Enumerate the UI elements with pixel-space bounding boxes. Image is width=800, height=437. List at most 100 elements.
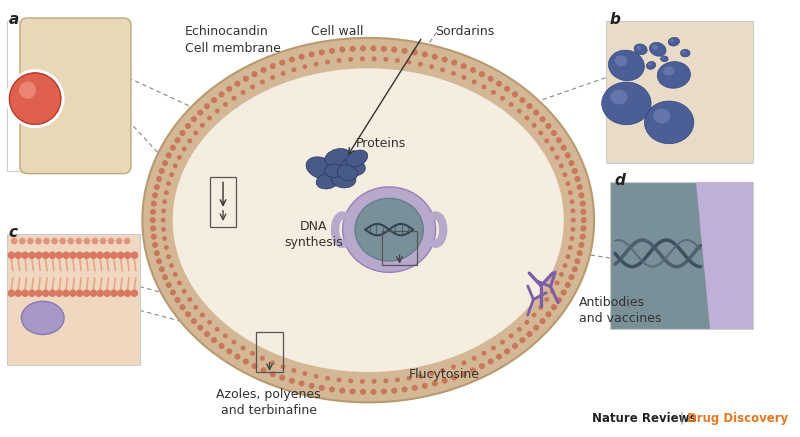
Circle shape xyxy=(179,130,186,136)
Circle shape xyxy=(566,254,570,259)
Circle shape xyxy=(360,379,365,384)
Circle shape xyxy=(491,90,496,95)
Circle shape xyxy=(451,59,458,66)
Circle shape xyxy=(519,337,526,343)
Circle shape xyxy=(461,371,466,377)
Circle shape xyxy=(185,311,191,317)
Circle shape xyxy=(214,327,220,332)
Circle shape xyxy=(279,59,286,66)
Circle shape xyxy=(194,130,198,135)
Circle shape xyxy=(214,108,220,114)
Circle shape xyxy=(162,236,167,241)
Circle shape xyxy=(383,57,388,62)
Circle shape xyxy=(532,312,537,317)
Circle shape xyxy=(108,238,114,244)
Circle shape xyxy=(150,201,157,207)
Circle shape xyxy=(162,199,167,204)
Circle shape xyxy=(462,75,466,80)
Ellipse shape xyxy=(681,49,690,57)
Circle shape xyxy=(19,82,36,99)
Circle shape xyxy=(500,96,505,101)
Circle shape xyxy=(360,56,365,61)
Circle shape xyxy=(43,238,50,244)
Circle shape xyxy=(570,227,575,232)
Bar xyxy=(606,21,753,163)
Circle shape xyxy=(298,54,305,60)
Circle shape xyxy=(462,361,466,365)
Circle shape xyxy=(551,130,557,136)
Text: Antibodies
and vaccines: Antibodies and vaccines xyxy=(579,296,662,325)
Text: b: b xyxy=(610,11,620,27)
Circle shape xyxy=(569,160,574,166)
Circle shape xyxy=(309,51,314,57)
Ellipse shape xyxy=(663,66,674,76)
Circle shape xyxy=(289,378,295,384)
Circle shape xyxy=(554,155,559,160)
Circle shape xyxy=(164,190,169,195)
Circle shape xyxy=(395,378,400,382)
Circle shape xyxy=(550,289,554,294)
Circle shape xyxy=(412,385,418,391)
Text: a: a xyxy=(9,11,18,27)
Circle shape xyxy=(546,311,551,317)
Circle shape xyxy=(395,58,400,63)
Circle shape xyxy=(472,80,477,84)
Text: Proteins: Proteins xyxy=(356,137,406,149)
Circle shape xyxy=(260,80,265,84)
Ellipse shape xyxy=(645,101,694,144)
Circle shape xyxy=(218,91,225,97)
Circle shape xyxy=(211,97,217,103)
Circle shape xyxy=(302,64,307,69)
Circle shape xyxy=(517,108,522,114)
Circle shape xyxy=(391,388,398,394)
Circle shape xyxy=(49,289,56,297)
Text: |: | xyxy=(679,412,683,425)
Circle shape xyxy=(538,130,543,135)
FancyBboxPatch shape xyxy=(20,18,131,173)
Ellipse shape xyxy=(173,68,564,372)
Text: Azoles, polyenes
and terbinafine: Azoles, polyenes and terbinafine xyxy=(216,388,321,417)
Circle shape xyxy=(496,354,502,360)
Circle shape xyxy=(517,327,522,332)
Circle shape xyxy=(329,386,335,392)
Circle shape xyxy=(191,318,197,324)
Circle shape xyxy=(211,337,217,343)
Ellipse shape xyxy=(306,157,335,179)
Circle shape xyxy=(526,103,533,109)
Circle shape xyxy=(194,305,198,310)
Circle shape xyxy=(429,64,434,69)
Circle shape xyxy=(243,358,249,364)
Circle shape xyxy=(177,281,182,285)
Circle shape xyxy=(525,115,530,121)
Circle shape xyxy=(565,282,571,288)
Text: d: d xyxy=(614,173,625,188)
Circle shape xyxy=(318,385,325,391)
Circle shape xyxy=(487,358,494,364)
Circle shape xyxy=(173,163,178,168)
Circle shape xyxy=(69,251,77,259)
Circle shape xyxy=(451,364,456,369)
Bar xyxy=(610,182,753,329)
Ellipse shape xyxy=(652,45,658,50)
Circle shape xyxy=(578,242,585,248)
Circle shape xyxy=(207,320,212,325)
Ellipse shape xyxy=(342,187,436,272)
Circle shape xyxy=(161,227,166,232)
Circle shape xyxy=(289,56,295,62)
Circle shape xyxy=(124,289,131,297)
Circle shape xyxy=(479,363,485,369)
Bar xyxy=(382,231,417,265)
Ellipse shape xyxy=(355,198,423,261)
Ellipse shape xyxy=(636,46,641,49)
Circle shape xyxy=(75,238,82,244)
Circle shape xyxy=(544,297,550,302)
Ellipse shape xyxy=(22,301,64,334)
Circle shape xyxy=(35,289,42,297)
Circle shape xyxy=(562,263,567,268)
Circle shape xyxy=(432,54,438,60)
Circle shape xyxy=(302,371,307,376)
Circle shape xyxy=(185,123,191,129)
Circle shape xyxy=(329,48,335,54)
Circle shape xyxy=(156,176,162,182)
Circle shape xyxy=(10,73,61,124)
